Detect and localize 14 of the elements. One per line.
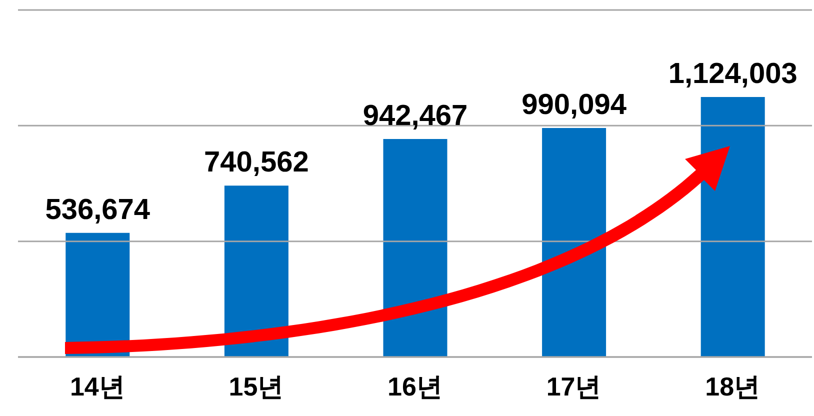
x-tick-label: 18년 xyxy=(705,371,760,402)
data-label: 1,124,003 xyxy=(668,58,798,90)
data-label: 942,467 xyxy=(362,100,468,132)
x-tick-label: 15년 xyxy=(228,371,284,402)
bar xyxy=(383,138,448,357)
data-label: 990,094 xyxy=(522,88,626,121)
bar xyxy=(700,96,765,357)
x-tick-label: 14년 xyxy=(70,371,125,402)
data-label: 536,674 xyxy=(45,194,150,226)
x-tick-label: 16년 xyxy=(388,371,442,402)
data-label: 740,562 xyxy=(204,146,309,179)
bar xyxy=(542,128,606,357)
bar xyxy=(224,186,288,357)
x-tick-label: 17년 xyxy=(546,371,602,402)
